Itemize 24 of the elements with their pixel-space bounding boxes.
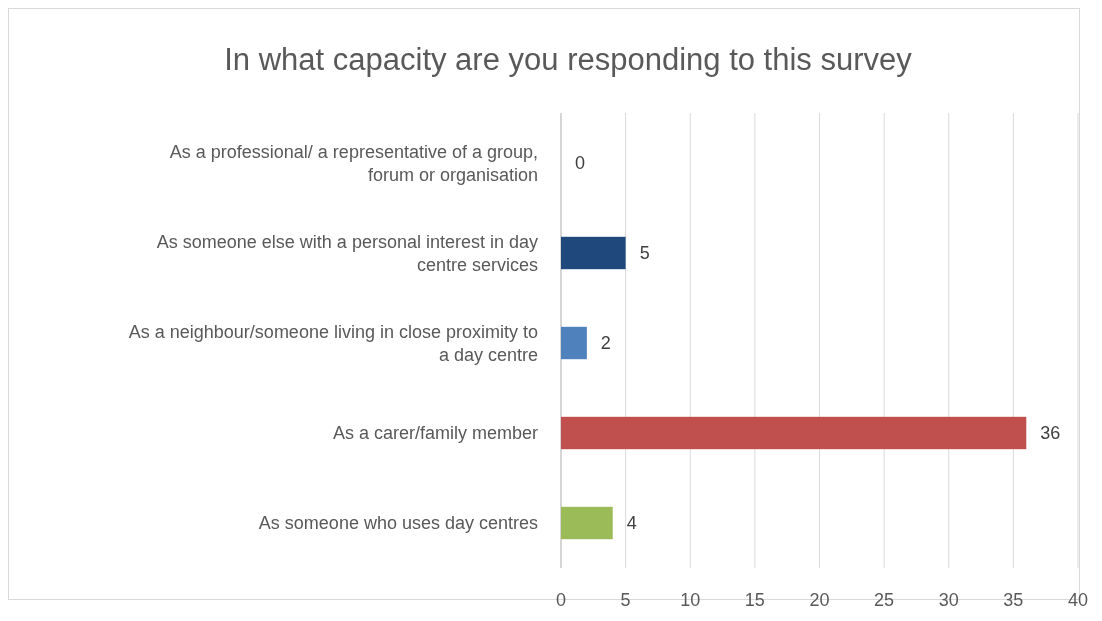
- bar: [561, 506, 613, 540]
- y-tick-label: As someone else with a personal interest in day centre services: [156, 231, 538, 275]
- y-tick-label: As someone who uses day centres: [258, 513, 538, 534]
- bar: [561, 416, 1027, 450]
- x-tick-label: 20: [809, 590, 830, 610]
- y-tick-label: As a neighbour/someone living in close proximity to a day centre: [128, 321, 538, 365]
- data-label: 0: [575, 153, 586, 174]
- x-tick-label: 30: [938, 590, 959, 610]
- x-tick-label: 5: [620, 590, 631, 610]
- x-tick-label: 15: [744, 590, 765, 610]
- data-label: 4: [626, 513, 637, 534]
- x-tick-label: 0: [555, 590, 567, 610]
- x-tick-label: 35: [1003, 590, 1024, 610]
- bar: [561, 236, 626, 270]
- x-tick-label: 10: [680, 590, 701, 610]
- data-label: 2: [600, 333, 611, 354]
- data-label: 36: [1040, 423, 1061, 444]
- chart-title: In what capacity are you responding to this survey: [224, 42, 913, 77]
- y-tick-label: As a carer/family member: [332, 423, 538, 444]
- data-label: 5: [639, 243, 650, 264]
- y-tick-label: As a professional/ a representative of a group, forum or organisation: [169, 141, 538, 185]
- x-tick-label: 40: [1067, 590, 1089, 610]
- bar: [561, 326, 587, 360]
- x-tick-label: 25: [874, 590, 895, 610]
